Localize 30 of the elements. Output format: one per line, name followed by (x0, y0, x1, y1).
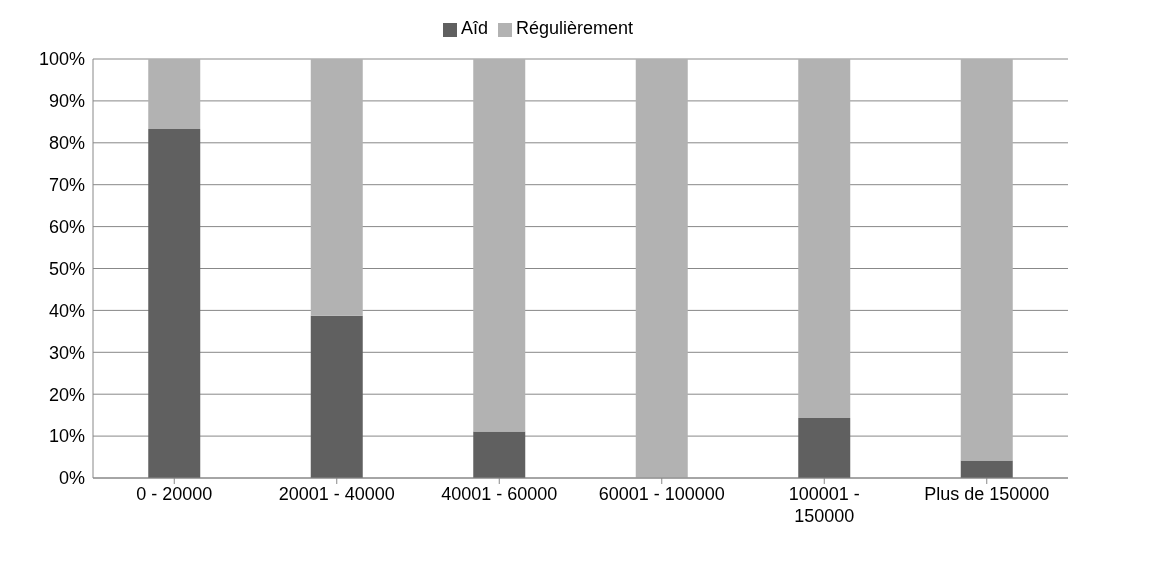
y-tick-label: 70% (48, 175, 85, 196)
bar (473, 431, 526, 478)
bar (473, 59, 526, 432)
x-tick-label: 40001 - 60000 (441, 484, 558, 504)
y-tick-label: 0% (58, 468, 85, 489)
y-tick-label: 30% (48, 342, 85, 363)
bar (635, 59, 688, 478)
x-tick-label: Plus de 150000 (924, 484, 1050, 504)
y-tick-label: 80% (48, 133, 85, 154)
bar (798, 59, 851, 419)
legend-label: Régulièrement (515, 18, 634, 38)
bar (148, 128, 201, 478)
x-tick-label: 100001 - 150000 (788, 484, 860, 526)
y-tick-label: 90% (48, 91, 85, 112)
y-tick-label: 40% (48, 300, 85, 321)
y-tick-label: 10% (48, 426, 85, 447)
bar (148, 59, 201, 129)
bar (798, 418, 851, 478)
y-tick-label: 50% (48, 258, 85, 279)
y-tick-label: 60% (48, 216, 85, 237)
x-tick-label: 0 - 20000 (136, 484, 213, 504)
bar (960, 460, 1013, 478)
y-tick-label: 20% (48, 384, 85, 405)
bar (310, 315, 363, 478)
bar (960, 59, 1013, 461)
x-tick-label: 60001 - 100000 (598, 484, 725, 504)
bar (310, 59, 363, 316)
y-tick-label: 100% (38, 49, 85, 70)
legend-label: Aîd (460, 18, 488, 38)
x-tick-label: 20001 - 40000 (278, 484, 395, 504)
